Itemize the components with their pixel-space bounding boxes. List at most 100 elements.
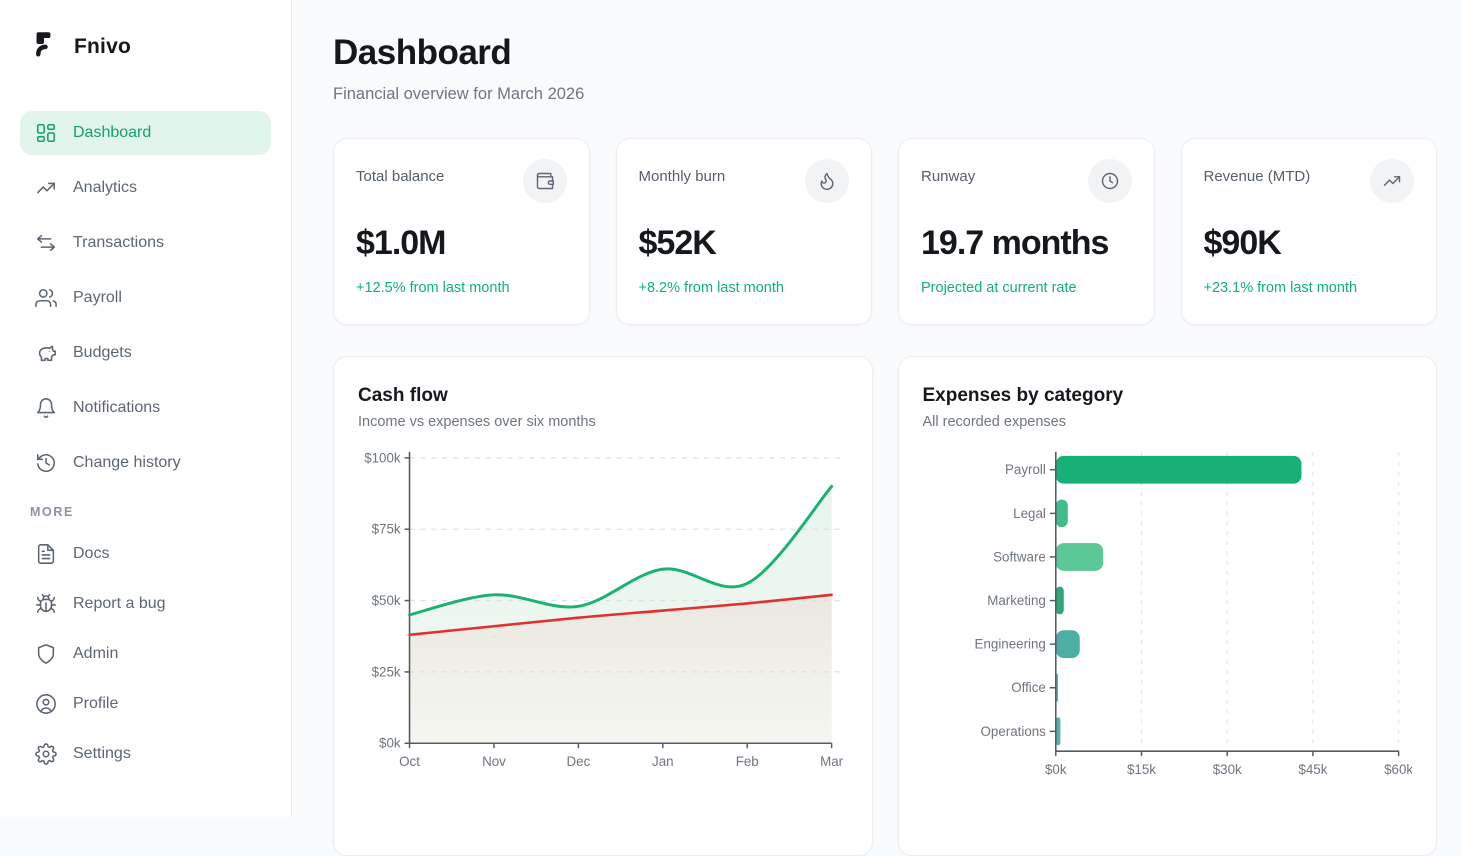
sidebar-item-analytics[interactable]: Analytics [20, 166, 271, 210]
sidebar-item-label: Transactions [73, 234, 164, 251]
expenses-by-category-chart: Payroll Legal Software Marketing Engineering… [974, 451, 1412, 777]
sidebar-nav-more: Docs Report a bug Admin Profile Settings [20, 532, 271, 776]
brand-name: Fnivo [74, 34, 131, 58]
cash-flow-card: Cash flow Income vs expenses over six mo… [333, 356, 873, 856]
stat-value: $1.0M [356, 224, 446, 262]
expenses-line[interactable] [408, 593, 833, 637]
expenses-area [409, 594, 832, 744]
x-tick-label: Feb [736, 754, 759, 769]
sidebar-item-label: Dashboard [73, 124, 152, 141]
trending-up-icon [1370, 159, 1414, 203]
sidebar-item-admin[interactable]: Admin [20, 632, 271, 676]
x-tick-label: Nov [482, 754, 506, 769]
category-label: Engineering [974, 637, 1045, 652]
x-tick-label: Dec [566, 754, 590, 769]
file-text-icon [35, 543, 57, 565]
transactions-icon [35, 232, 57, 254]
category-label: Payroll [1005, 462, 1046, 477]
dashboard-grid-icon [35, 122, 57, 144]
sidebar-item-transactions[interactable]: Transactions [20, 221, 271, 265]
user-circle-icon [35, 693, 57, 715]
sidebar-item-label: Analytics [73, 179, 138, 196]
sidebar: Fnivo Dashboard Analytics Transactions Payr… [0, 0, 292, 817]
stat-label: Runway [921, 168, 976, 185]
bar-operations[interactable] [1055, 717, 1060, 746]
stat-delta: +12.5% from last month [356, 280, 510, 296]
stat-delta: +8.2% from last month [638, 280, 784, 296]
sidebar-item-label: Profile [73, 695, 119, 712]
gear-icon [35, 743, 57, 765]
stat-value: $52K [638, 224, 717, 262]
cash-flow-chart: $0k $25k $50k $75k $100k Oct Nov Dec Jan Feb Mar [364, 450, 844, 769]
x-tick-label: Mar [820, 754, 844, 769]
sidebar-item-label: Admin [73, 645, 119, 662]
bar-legal[interactable] [1055, 499, 1068, 528]
x-tick-label: $45k [1298, 762, 1327, 777]
sidebar-item-label: Change history [73, 454, 181, 471]
brand: Fnivo [20, 26, 271, 65]
expenses-title: Expenses by category [922, 385, 1124, 406]
stat-cards-row: Total balance $1.0M +12.5% from last month… [333, 138, 1437, 325]
history-icon [35, 452, 57, 474]
category-label: Marketing [987, 593, 1046, 608]
sidebar-item-label: Payroll [73, 289, 122, 306]
bar-software[interactable] [1055, 543, 1103, 571]
y-tick-label: $25k [372, 664, 401, 679]
category-label: Legal [1013, 506, 1046, 521]
bar-engineering[interactable] [1055, 630, 1080, 659]
sidebar-item-docs[interactable]: Docs [20, 532, 271, 576]
stat-card-total-balance: Total balance $1.0M +12.5% from last month [333, 138, 590, 325]
page-title: Dashboard [333, 33, 512, 72]
stat-card-revenue-mtd-: Revenue (MTD) $90K +23.1% from last month [1180, 138, 1437, 325]
sidebar-item-payroll[interactable]: Payroll [20, 276, 271, 320]
y-tick-label: $0k [379, 736, 401, 751]
income-line[interactable] [408, 484, 834, 617]
y-tick-label: $50k [372, 593, 401, 608]
sidebar-more-label: MORE [30, 505, 74, 519]
sidebar-item-label: Notifications [73, 399, 161, 416]
cash-flow-subtitle: Income vs expenses over six months [358, 414, 596, 430]
analytics-icon [35, 177, 57, 199]
cash-flow-title: Cash flow [358, 385, 448, 406]
brand-logo-icon [28, 28, 60, 65]
bell-icon [35, 397, 57, 419]
stat-card-runway: Runway 19.7 months Projected at current ra… [898, 138, 1155, 325]
bug-icon [35, 593, 57, 615]
sidebar-item-dashboard[interactable]: Dashboard [20, 111, 271, 155]
sidebar-item-budgets[interactable]: Budgets [20, 331, 271, 375]
wallet-icon [522, 159, 567, 203]
sidebar-item-profile[interactable]: Profile [20, 682, 271, 726]
page-subtitle: Financial overview for March 2026 [333, 85, 585, 103]
clock-icon [1087, 159, 1132, 203]
stat-label: Monthly burn [638, 168, 726, 185]
stat-label: Revenue (MTD) [1203, 168, 1311, 185]
y-tick-label: $75k [372, 522, 401, 537]
stat-delta: Projected at current rate [921, 280, 1077, 296]
bar-marketing[interactable] [1055, 586, 1064, 615]
bar-payroll[interactable] [1055, 455, 1301, 484]
sidebar-item-settings[interactable]: Settings [20, 732, 271, 776]
flame-icon [805, 159, 849, 203]
sidebar-item-label: Report a bug [73, 595, 166, 612]
category-label: Software [993, 549, 1046, 564]
stat-value: $90K [1203, 224, 1282, 262]
charts-row: Cash flow Income vs expenses over six mo… [333, 356, 1437, 856]
piggy-bank-icon [35, 342, 57, 364]
stat-label: Total balance [356, 168, 445, 185]
x-tick-label: $30k [1212, 762, 1241, 777]
x-tick-label: Oct [399, 754, 420, 769]
sidebar-item-label: Budgets [73, 344, 132, 361]
category-label: Office [1011, 680, 1046, 695]
stat-delta: +23.1% from last month [1203, 280, 1358, 296]
stat-value: 19.7 months [921, 224, 1109, 262]
sidebar-item-report-a-bug[interactable]: Report a bug [20, 582, 271, 626]
category-label: Operations [980, 724, 1046, 739]
x-tick-label: $0k [1045, 762, 1067, 777]
shield-icon [35, 643, 57, 665]
expenses-subtitle: All recorded expenses [922, 414, 1066, 430]
sidebar-item-change-history[interactable]: Change history [20, 441, 271, 485]
x-tick-label: Jan [652, 754, 674, 769]
sidebar-item-label: Settings [73, 745, 131, 762]
expenses-card: Expenses by category All recorded expens… [897, 356, 1437, 856]
sidebar-item-notifications[interactable]: Notifications [20, 386, 271, 430]
